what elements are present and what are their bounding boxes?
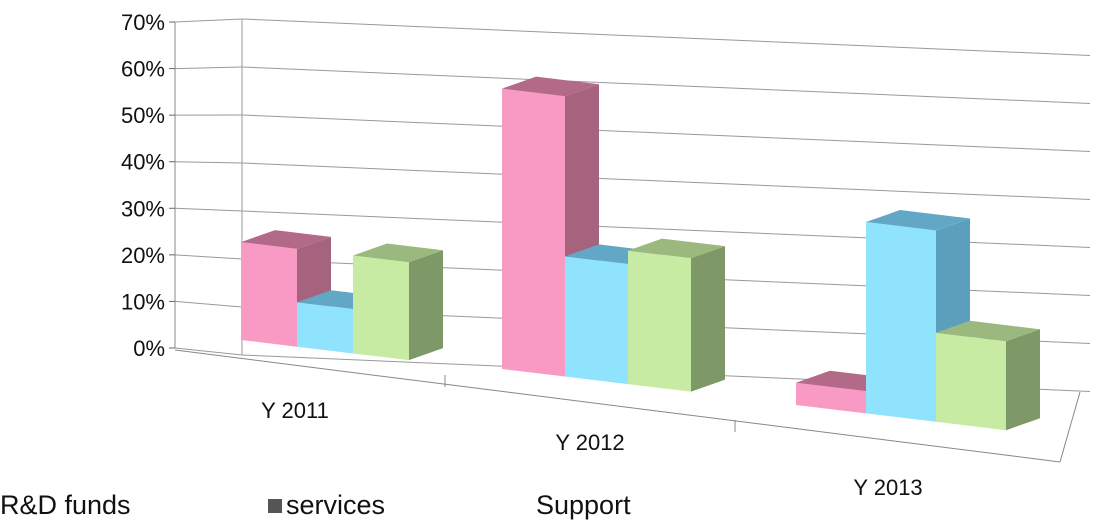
- bar-top-1-2: [866, 210, 970, 231]
- gridline-back-5: [241, 114, 1091, 152]
- x-category-label: Y 2013: [853, 475, 922, 500]
- bar-front-1-1: [565, 256, 628, 385]
- bar-side-2-2: [1006, 329, 1040, 431]
- bar-top-0-1: [502, 76, 599, 97]
- gridline-side-1: [174, 300, 243, 308]
- gridline-back-4: [241, 162, 1091, 200]
- y-tick-label: 10%: [121, 289, 165, 314]
- y-tick-label: 50%: [121, 103, 165, 128]
- bar-front-2-0: [353, 255, 409, 361]
- bar-top-2-1: [628, 238, 725, 259]
- y-tick-labels: 0% 10% 20% 30% 40% 50% 60% 70%: [121, 10, 165, 361]
- bar-front-1-2: [866, 222, 936, 422]
- gridline-side-2: [174, 254, 243, 260]
- bar-top-2-2: [936, 320, 1040, 342]
- bar-top-2-0: [353, 243, 443, 263]
- gridline-side-7: [174, 18, 243, 23]
- gridline-back-7: [241, 18, 1091, 56]
- x-axis-line: [174, 349, 1061, 463]
- gridline-side-3: [174, 207, 243, 212]
- legend-item-support: Support: [536, 490, 631, 521]
- bar-side-2-1: [691, 246, 725, 392]
- bar-front-2-2: [936, 332, 1006, 431]
- legend: R&D funds services Support: [0, 490, 1093, 523]
- bar-front-2-1: [628, 250, 691, 392]
- bar-front-0-0: [241, 242, 297, 347]
- legend-item-services: services: [268, 490, 385, 521]
- gridline-side-0: [174, 347, 243, 356]
- y-tick-label: 40%: [121, 150, 165, 175]
- gridline-side-6: [174, 66, 243, 70]
- x-category-label: Y 2012: [555, 430, 624, 455]
- y-tick-label: 30%: [121, 196, 165, 221]
- bar-front-0-1: [502, 88, 565, 377]
- x-category-label: Y 2011: [261, 398, 329, 423]
- legend-item-rnd-funds: R&D funds: [0, 490, 131, 521]
- x-category-labels: Y 2011 Y 2012 Y 2013: [261, 398, 923, 500]
- bar-front-0-2: [796, 382, 866, 414]
- legend-label-services: services: [286, 490, 386, 520]
- bar-top-0-0: [241, 230, 331, 249]
- bar-front-1-0: [297, 302, 353, 354]
- legend-label-rnd-funds: R&D funds: [0, 490, 131, 520]
- gridline-back-6: [241, 66, 1091, 104]
- y-tick-label: 70%: [121, 10, 165, 35]
- gridline-side-4: [174, 161, 243, 164]
- y-tick-label: 0%: [133, 336, 165, 361]
- legend-label-support: Support: [536, 490, 631, 520]
- floor-right-edge: [1059, 391, 1081, 463]
- y-tick-label: 60%: [121, 57, 165, 82]
- bar-side-2-0: [409, 250, 443, 361]
- y-tick-label: 20%: [121, 243, 165, 268]
- bars: [241, 76, 1040, 431]
- legend-swatch-services: [268, 498, 282, 513]
- axes: [169, 19, 1081, 463]
